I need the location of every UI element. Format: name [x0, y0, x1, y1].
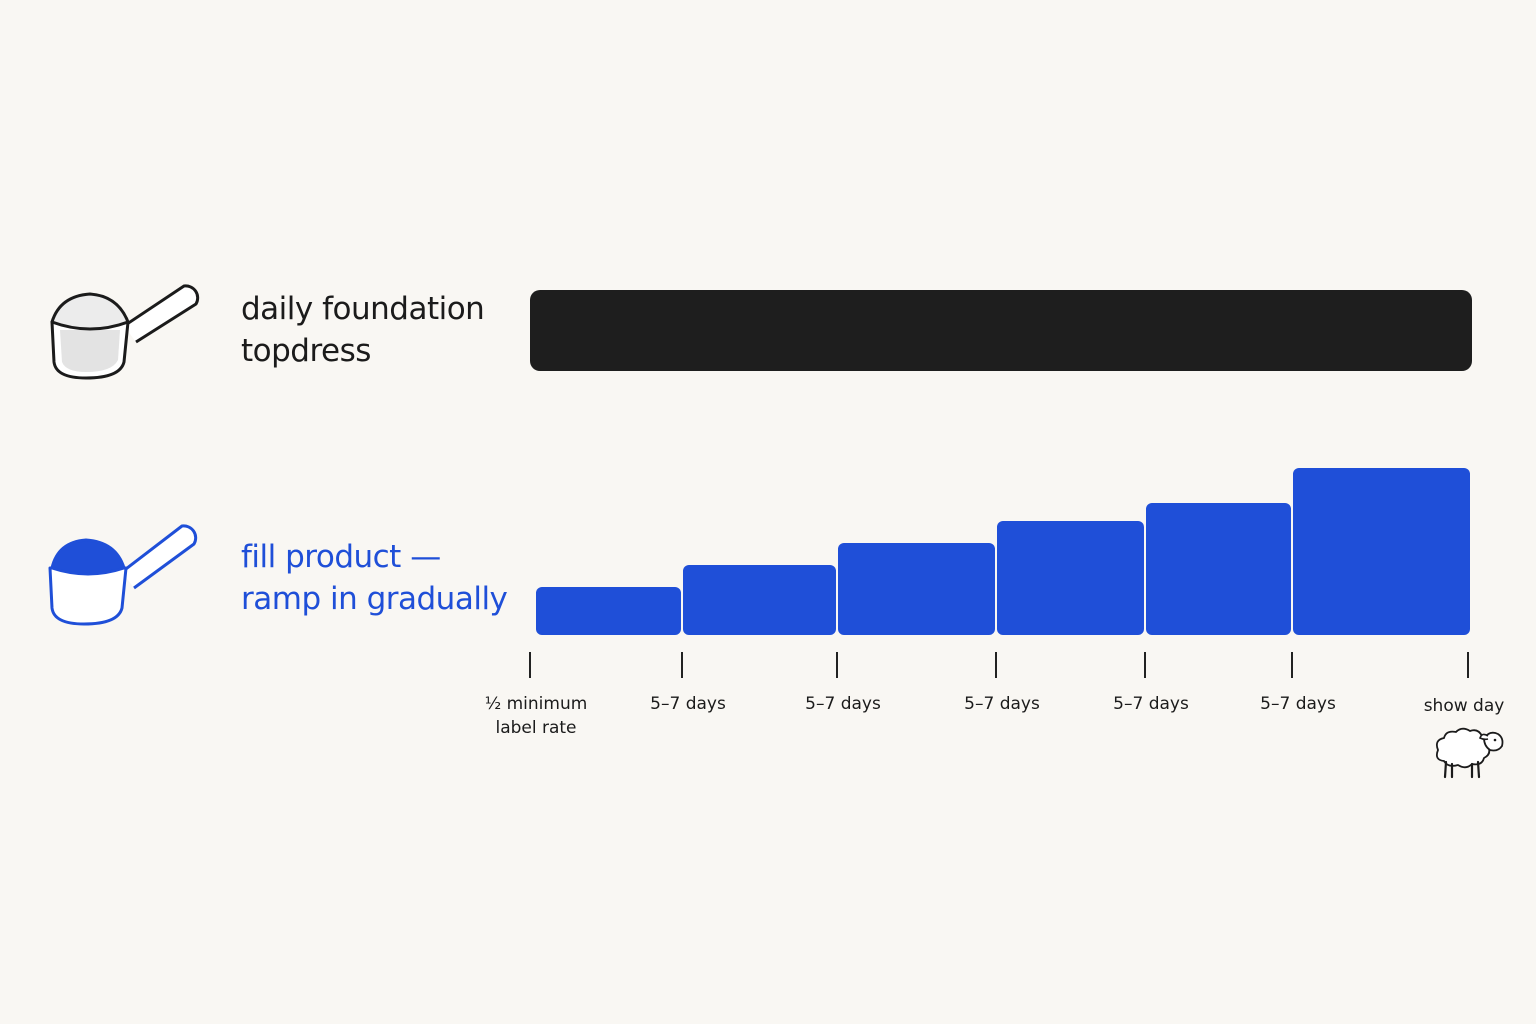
- timeline-tick: [836, 652, 838, 678]
- timeline-tick: [1291, 652, 1293, 678]
- foundation-bar: [530, 290, 1472, 371]
- fill-label: fill product — ramp in gradually: [241, 536, 508, 620]
- fill-label-line2: ramp in gradually: [241, 581, 508, 617]
- timeline-tick: [995, 652, 997, 678]
- ramp-step-1: [536, 587, 681, 635]
- sheep-icon: [1435, 727, 1504, 779]
- timeline-tick: [529, 652, 531, 678]
- scoop-icon: [48, 524, 198, 626]
- timeline-tick-label: 5–7 days: [805, 694, 881, 714]
- ramp-step-2: [683, 565, 836, 635]
- timeline-tick: [681, 652, 683, 678]
- foundation-label-line2: topdress: [241, 333, 371, 369]
- timeline-tick: [1144, 652, 1146, 678]
- ramp-step-5: [1146, 503, 1291, 635]
- timeline-tick-label: ½ minimum label rate: [484, 694, 588, 738]
- timeline-tick-label: show day: [1423, 696, 1505, 716]
- ramp-step-3: [838, 543, 995, 635]
- timeline-tick: [1467, 652, 1469, 678]
- ramp-step-4: [997, 521, 1144, 635]
- timeline-tick-label: 5–7 days: [1260, 694, 1336, 714]
- foundation-label-line1: daily foundation: [241, 291, 485, 327]
- scoop-icon: [50, 284, 200, 380]
- ramp-step-6: [1293, 468, 1470, 635]
- timeline-tick-label: 5–7 days: [650, 694, 726, 714]
- timeline-tick-label: 5–7 days: [964, 694, 1040, 714]
- fill-label-line1: fill product —: [241, 539, 441, 575]
- foundation-label: daily foundation topdress: [241, 288, 485, 372]
- timeline-tick-label: 5–7 days: [1113, 694, 1189, 714]
